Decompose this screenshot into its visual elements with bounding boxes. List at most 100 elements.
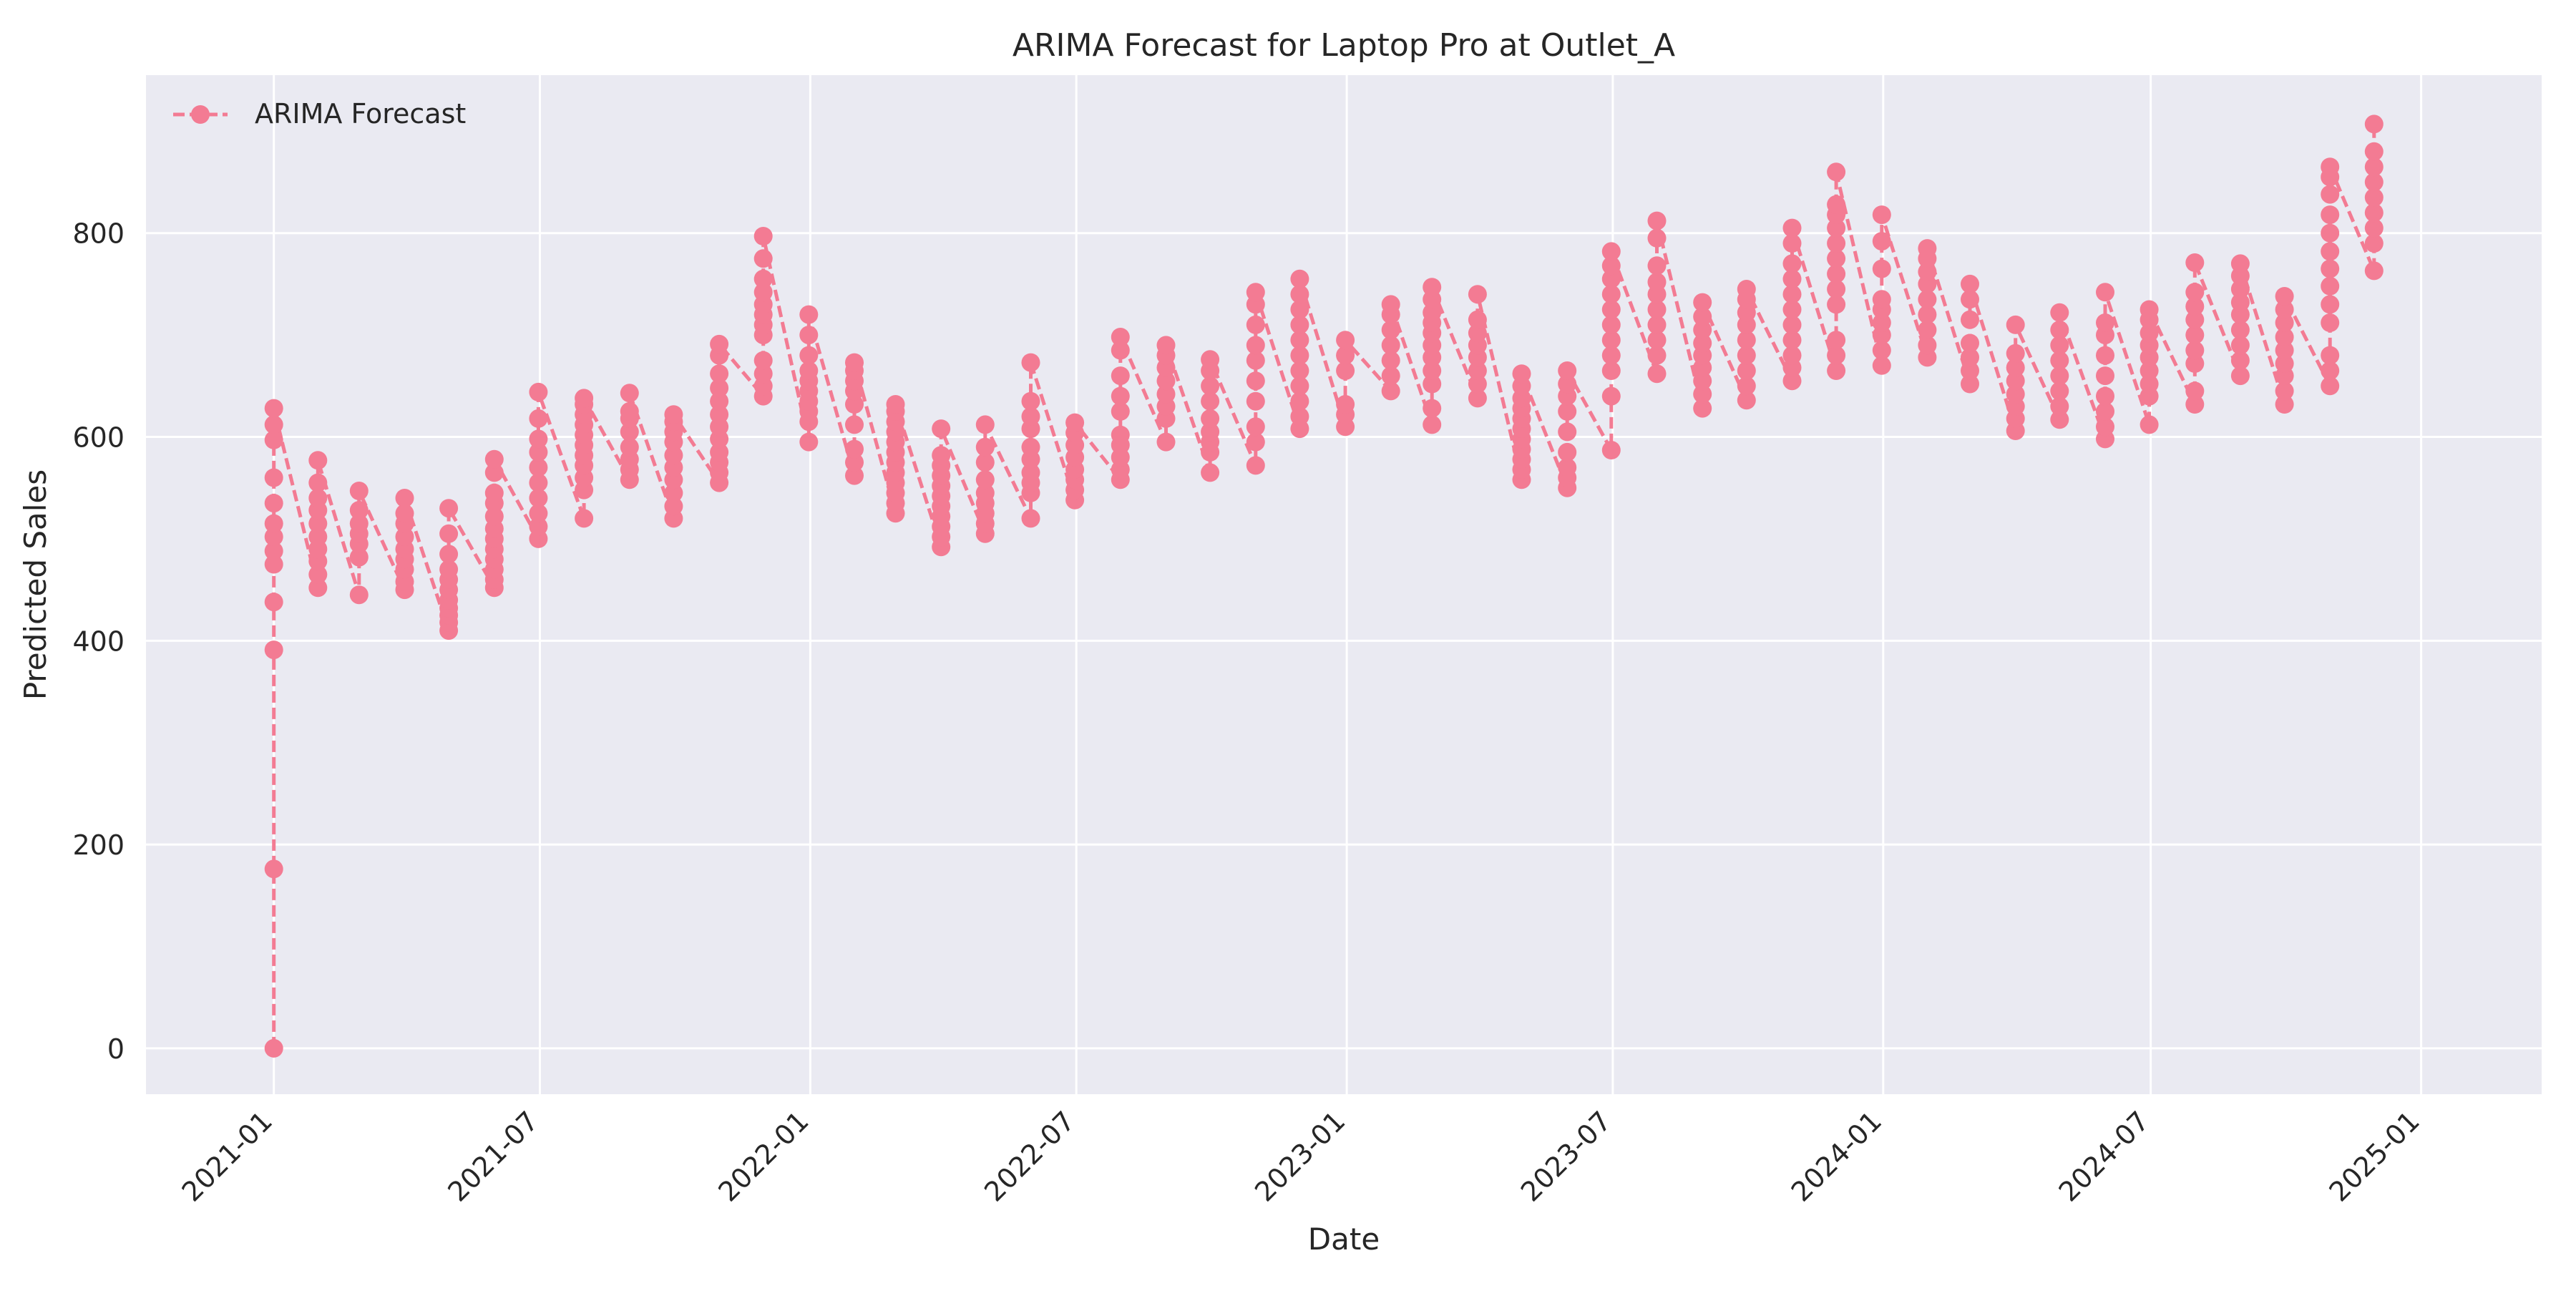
- data-point: [1290, 315, 1309, 334]
- data-point: [1021, 353, 1040, 372]
- data-point: [1782, 331, 1802, 350]
- data-point: [2321, 185, 2340, 204]
- data-point: [1737, 346, 1756, 365]
- data-point: [2321, 259, 2340, 278]
- data-point: [1782, 346, 1802, 365]
- data-point: [1246, 456, 1265, 475]
- data-point: [308, 473, 328, 492]
- data-point: [1647, 256, 1667, 276]
- data-point: [620, 437, 639, 457]
- data-point: [1693, 399, 1712, 418]
- data-point: [349, 501, 369, 520]
- data-point: [1647, 364, 1667, 384]
- data-point: [1782, 315, 1802, 334]
- data-point: [1601, 315, 1621, 334]
- y-tick-label: 600: [72, 422, 125, 454]
- data-point: [1827, 331, 1846, 350]
- data-point: [264, 399, 283, 418]
- data-point: [975, 470, 995, 489]
- data-point: [710, 364, 729, 384]
- data-point: [1423, 361, 1442, 380]
- data-point: [1693, 384, 1712, 404]
- data-point: [2364, 115, 2384, 134]
- data-point: [1246, 315, 1265, 334]
- data-point: [395, 504, 414, 523]
- data-point: [1918, 336, 1937, 355]
- data-point: [2364, 218, 2384, 238]
- data-point: [1423, 303, 1442, 322]
- y-tick-label: 400: [72, 625, 125, 657]
- data-point: [2321, 276, 2340, 296]
- data-point: [2050, 366, 2069, 386]
- data-point: [664, 497, 683, 516]
- data-point: [1737, 280, 1756, 298]
- data-point: [1201, 391, 1220, 411]
- data-point: [2364, 187, 2384, 207]
- data-point: [753, 227, 773, 245]
- data-point: [710, 405, 729, 424]
- data-point: [2321, 242, 2340, 261]
- y-tick-label: 0: [107, 1033, 125, 1065]
- data-point: [2096, 283, 2114, 302]
- data-point: [2364, 261, 2384, 281]
- data-point: [1918, 290, 1937, 309]
- y-tick-label: 200: [72, 829, 125, 861]
- data-point: [264, 430, 283, 449]
- data-point: [1558, 458, 1577, 477]
- data-point: [1246, 371, 1265, 391]
- data-point: [1647, 300, 1667, 319]
- data-point: [710, 442, 729, 462]
- plot-area: [146, 75, 2542, 1094]
- data-point: [264, 494, 283, 513]
- data-point: [2275, 287, 2294, 306]
- data-point: [264, 468, 283, 487]
- data-point: [264, 555, 283, 574]
- data-point: [710, 379, 729, 398]
- data-point: [2275, 381, 2294, 401]
- data-point: [575, 509, 594, 528]
- legend: ARIMA Forecast: [173, 98, 466, 130]
- data-point: [1693, 307, 1712, 326]
- data-point: [2050, 303, 2069, 322]
- data-point: [2230, 336, 2250, 355]
- data-point: [1558, 422, 1577, 442]
- data-point: [1782, 269, 1802, 288]
- data-point: [1423, 278, 1442, 297]
- data-point: [1468, 374, 1487, 394]
- data-point: [1558, 442, 1577, 462]
- data-point: [1647, 315, 1667, 334]
- data-point: [1381, 351, 1400, 370]
- data-point: [2096, 366, 2114, 386]
- data-point: [308, 527, 328, 547]
- data-point: [2006, 384, 2025, 404]
- data-point: [1782, 300, 1802, 319]
- data-point: [2321, 376, 2340, 396]
- data-point: [2364, 203, 2384, 223]
- data-point: [845, 466, 864, 485]
- data-point: [1246, 432, 1265, 452]
- data-point: [1647, 211, 1667, 230]
- data-point: [439, 545, 459, 564]
- data-point: [2230, 254, 2250, 273]
- data-point: [1827, 195, 1846, 214]
- data-point: [1601, 242, 1621, 261]
- data-point: [1336, 346, 1355, 365]
- data-point: [1601, 441, 1621, 459]
- data-point: [1336, 361, 1355, 380]
- data-point: [1782, 371, 1802, 391]
- data-point: [2006, 358, 2025, 377]
- data-point: [1423, 399, 1442, 418]
- data-point: [1381, 295, 1400, 314]
- legend-label: ARIMA Forecast: [255, 98, 466, 130]
- data-point: [439, 560, 459, 579]
- data-point: [1246, 336, 1265, 355]
- data-point: [886, 395, 905, 414]
- data-point: [620, 384, 639, 403]
- data-point: [484, 463, 504, 482]
- data-point: [1827, 295, 1846, 314]
- data-point: [264, 514, 283, 533]
- data-point: [1290, 300, 1309, 319]
- data-point: [1336, 331, 1355, 350]
- data-point: [1961, 348, 1979, 367]
- data-point: [1468, 310, 1487, 329]
